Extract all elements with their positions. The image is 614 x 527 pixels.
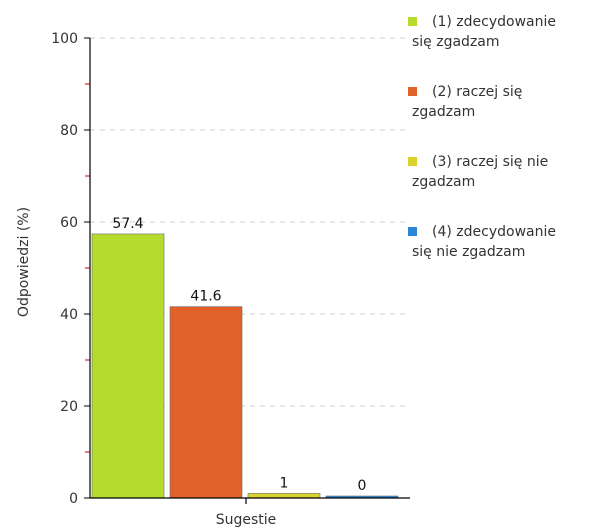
- legend-label: (1) zdecydowanie: [432, 14, 556, 30]
- y-axis-title: Odpowiedzi (%): [16, 207, 32, 317]
- legend-label: zgadzam: [412, 174, 475, 190]
- bar: [247, 493, 321, 499]
- legend: (1) zdecydowanie się zgadzam (2) raczej si…: [408, 14, 556, 260]
- legend-label: (4) zdecydowanie: [432, 224, 556, 240]
- legend-label: się zgadzam: [412, 34, 500, 50]
- data-label: 41.6: [190, 289, 221, 305]
- bars: [91, 233, 399, 499]
- bar: [91, 233, 165, 499]
- data-label: 57.4: [112, 216, 143, 232]
- y-tick-label: 60: [60, 215, 78, 231]
- legend-swatch: [408, 227, 417, 236]
- legend-label: (2) raczej się: [432, 84, 522, 100]
- data-label: 0: [358, 478, 367, 494]
- data-label: 1: [280, 475, 289, 491]
- data-labels: 57.4 41.6 1 0: [112, 216, 366, 494]
- y-tick-label: 0: [69, 491, 78, 507]
- legend-label: zgadzam: [412, 104, 475, 120]
- legend-swatch: [408, 17, 417, 26]
- y-tick-label: 100: [51, 31, 78, 47]
- legend-label: (3) raczej się nie: [432, 154, 548, 170]
- y-tick-label: 80: [60, 123, 78, 139]
- axes: 0 20 40 60 80 100: [51, 31, 410, 507]
- legend-label: się nie zgadzam: [412, 244, 525, 260]
- legend-swatch: [408, 157, 417, 166]
- y-tick-label: 20: [60, 399, 78, 415]
- y-tick-label: 40: [60, 307, 78, 323]
- legend-swatch: [408, 87, 417, 96]
- x-axis-title: Sugestie: [216, 512, 277, 527]
- bar: [169, 306, 243, 499]
